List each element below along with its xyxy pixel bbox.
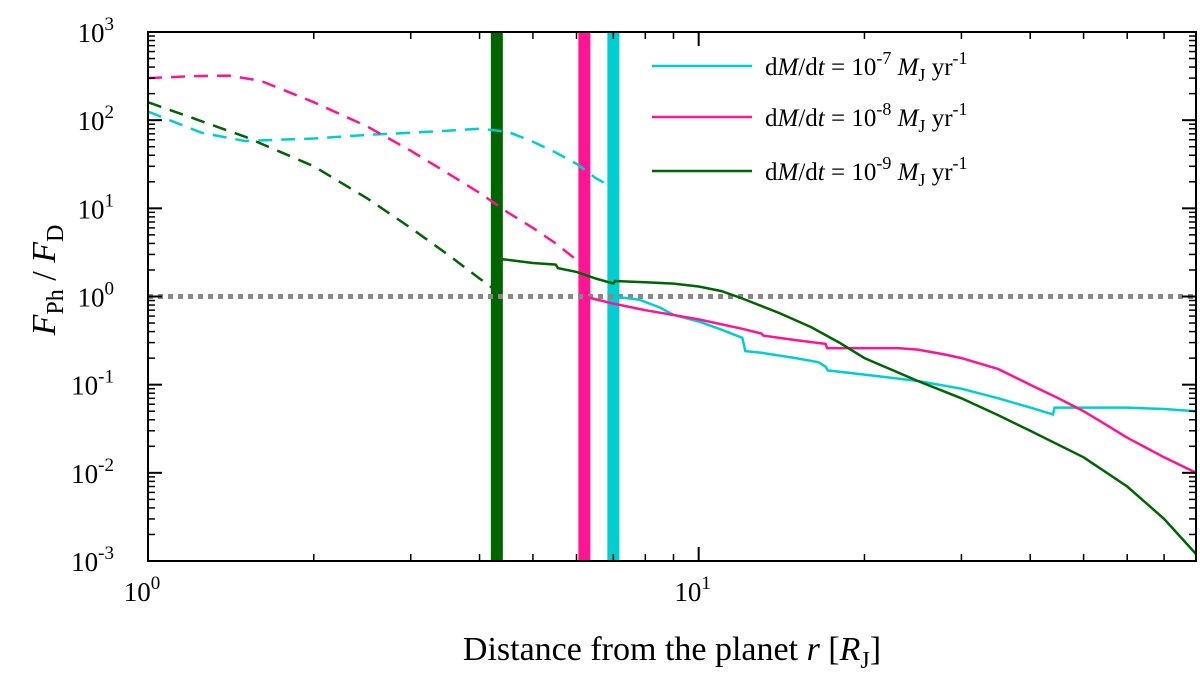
y-tick-label: 10-1 (71, 367, 114, 401)
legend-entry-1e-7: dM/dt = 10-7 MJ yr-1 (652, 48, 968, 85)
y-tick-label: 102 (78, 102, 115, 136)
band-1e-7 (607, 32, 620, 561)
axis-ticks (147, 31, 1197, 562)
series-8-solid-line (584, 295, 1197, 474)
tick-labels: 10-3 10-2 10-1 100 101 102 103 100 101 (71, 14, 711, 607)
series-9-dashed-line (147, 101, 498, 293)
legend-label-1e-9: dM/dt = 10-9 MJ yr-1 (765, 153, 968, 190)
legend-label-1e-8: dM/dt = 10-8 MJ yr-1 (765, 99, 968, 136)
band-1e-8 (578, 32, 591, 561)
series-7-dashed-line (147, 110, 615, 190)
y-tick-label: 100 (78, 279, 115, 313)
series-8-dashed-line (147, 74, 586, 266)
series-7-solid-line (613, 295, 1197, 416)
y-tick-label: 101 (78, 190, 115, 224)
x-axis-title: Distance from the planet r [RJ] (463, 631, 881, 674)
legend-label-1e-7: dM/dt = 10-7 MJ yr-1 (765, 48, 968, 85)
y-tick-label: 10-2 (71, 455, 114, 489)
y-tick-label: 10-3 (71, 543, 114, 577)
series-lines (147, 74, 1197, 555)
band-1e-9 (490, 32, 503, 561)
y-tick-label: 103 (78, 14, 115, 48)
legend: dM/dt = 10-7 MJ yr-1 dM/dt = 10-8 MJ yr-… (652, 48, 968, 190)
x-tick-label: 100 (124, 573, 161, 607)
vertical-bands (490, 32, 620, 561)
legend-entry-1e-8: dM/dt = 10-8 MJ yr-1 (652, 99, 968, 136)
series-9-solid-line (496, 257, 1197, 555)
y-axis-title: FPh / FD (26, 225, 69, 337)
x-tick-label: 101 (674, 573, 711, 607)
legend-entry-1e-9: dM/dt = 10-9 MJ yr-1 (652, 153, 968, 190)
